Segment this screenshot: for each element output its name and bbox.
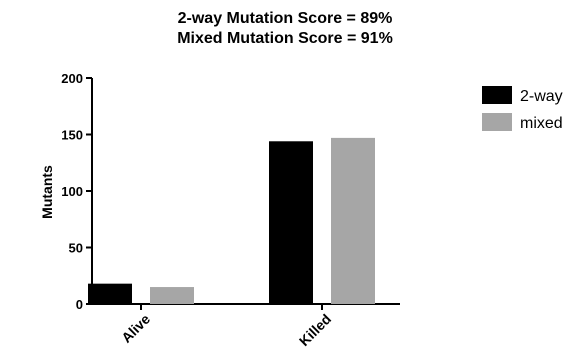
legend-label-mixed: mixed (520, 115, 563, 132)
y-axis: 0 50 100 150 200 (61, 71, 93, 312)
bars (88, 137, 375, 304)
legend-swatch-2-way (482, 86, 512, 104)
y-tick-label: 200 (61, 71, 83, 86)
x-axis: Alive Killed (91, 303, 400, 349)
y-axis-label: Mutants (39, 165, 55, 219)
bar-2-way-killed (269, 141, 313, 304)
legend: 2-way mixed (482, 86, 563, 132)
x-category-label: Killed (296, 311, 334, 349)
y-tick-label: 0 (76, 297, 83, 312)
chart-title-line-2: Mixed Mutation Score = 91% (177, 30, 393, 47)
y-tick-label: 150 (61, 128, 83, 143)
bar-2-way-alive (88, 283, 132, 304)
x-category-label: Alive (118, 311, 153, 346)
bar-mixed-killed (331, 137, 375, 304)
y-tick-label: 50 (69, 241, 83, 256)
bar-mixed-alive (150, 287, 194, 304)
y-tick-label: 100 (61, 184, 83, 199)
chart-title-line-1: 2-way Mutation Score = 89% (178, 10, 393, 27)
legend-label-2-way: 2-way (520, 88, 563, 105)
legend-swatch-mixed (482, 113, 512, 131)
